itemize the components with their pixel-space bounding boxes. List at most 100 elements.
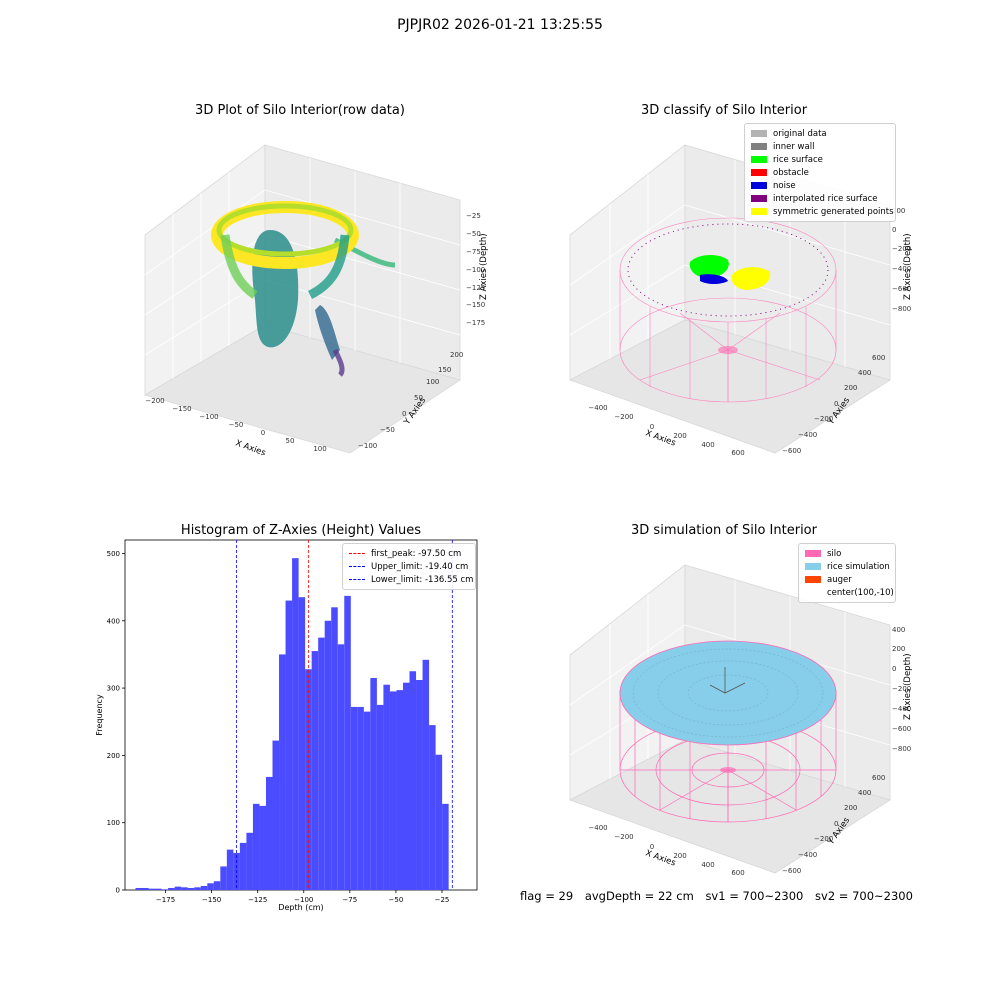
histogram-x-tick-label: −150	[202, 896, 221, 904]
panel-raw-title: 3D Plot of Silo Interior(row data)	[195, 103, 405, 118]
raw-xtick: −100	[199, 413, 218, 421]
legend-item: original data	[751, 127, 889, 140]
raw-xtick: 0	[261, 429, 265, 437]
histogram-bar	[344, 595, 351, 890]
classify-ytick: 400	[858, 369, 871, 377]
classify-rice-surface	[689, 254, 729, 278]
histogram-reference-lines	[236, 540, 453, 890]
histogram-bar	[174, 886, 182, 890]
legend-item: inner wall	[751, 140, 889, 153]
classify-legend: original data inner wall rice surface ob…	[744, 123, 896, 222]
legend-label: first_peak: -97.50 cm	[371, 548, 462, 559]
classify-xtick: 600	[731, 449, 744, 457]
histogram-bar	[376, 704, 384, 890]
sim-ztick: −800	[892, 745, 911, 753]
legend-item: center(100,-10)	[805, 586, 894, 599]
raw-ztick: −100	[466, 266, 485, 274]
sim-ztick: −600	[892, 725, 911, 733]
raw-ztick: −75	[466, 248, 481, 256]
histogram-chart[interactable]: −175 −150 −125 −100 −75 −50 −25 0 100 200 300 400 5…	[90, 535, 490, 920]
status-avg-depth: avgDepth = 22 cm	[584, 889, 694, 903]
histogram-bar	[239, 842, 247, 890]
legend-item: first_peak: -97.50 cm	[349, 547, 469, 560]
histogram-bar	[181, 887, 188, 890]
legend-item: silo	[805, 547, 889, 560]
histogram-y-tick-label: 0	[116, 887, 120, 895]
raw-ytick: 100	[426, 378, 439, 386]
sim-xtick: −400	[588, 824, 607, 832]
histogram-bar	[383, 684, 390, 890]
legend-item: rice simulation	[805, 560, 890, 573]
classify-xtick: 0	[650, 423, 654, 431]
raw-point-cloud	[211, 201, 396, 377]
legend-label: symmetric generated points	[773, 206, 894, 217]
histogram-bar	[207, 883, 214, 890]
legend-line	[349, 566, 365, 567]
histogram-x-tick-label: −175	[156, 896, 175, 904]
raw-ytick: 200	[450, 351, 463, 359]
classify-ztick: 200	[892, 207, 905, 215]
histogram-bar	[168, 887, 175, 890]
histogram-bar	[252, 803, 260, 890]
histogram-bar	[155, 888, 162, 890]
histogram-y-tick-label: 100	[107, 819, 120, 827]
histogram-bar	[350, 706, 358, 890]
raw-xtick: −50	[229, 421, 244, 429]
raw-xlabel: X Axies	[234, 438, 267, 455]
raw-ztick: −50	[466, 230, 481, 238]
raw-data-3d-plot[interactable]: −200 −150 −100 −50 0 50 100 X Axies −100…	[130, 135, 500, 455]
histogram-x-tick-label: −75	[342, 896, 357, 904]
histogram-x-tick-label: −50	[389, 896, 404, 904]
histogram-x-tick-label: −100	[294, 896, 313, 904]
classify-interpolated-surface	[627, 223, 829, 317]
classify-symmetric-points	[731, 267, 771, 290]
figure-title: PJPJR02 2026-01-21 13:25:55	[397, 17, 603, 33]
legend-line	[349, 553, 365, 554]
legend-item: auger	[805, 573, 889, 586]
histogram-bar	[435, 754, 443, 890]
histogram-bar	[220, 866, 227, 890]
classify-ytick: 600	[872, 354, 885, 362]
raw-ytick: −100	[358, 442, 377, 450]
histogram-bar	[324, 620, 332, 890]
sim-ytick: −200	[814, 835, 833, 843]
histogram-legend: first_peak: -97.50 cm Upper_limit: -19.4…	[342, 543, 476, 590]
sim-xtick: 600	[731, 869, 744, 877]
histogram-bar	[331, 607, 338, 890]
histogram-y-tick-label: 300	[107, 685, 120, 693]
panel-classify-title: 3D classify of Silo Interior	[640, 103, 808, 118]
classify-ytick: −200	[814, 415, 833, 423]
histogram-bar	[442, 803, 449, 890]
sim-ztick: −200	[892, 685, 911, 693]
legend-label: interpolated rice surface	[773, 193, 878, 204]
histogram-bar	[357, 706, 364, 890]
histogram-bar	[272, 740, 280, 890]
histogram-x-tick-label: −125	[248, 896, 267, 904]
raw-xtick: −150	[172, 405, 191, 413]
raw-zlabel: Z Axies (Depth)	[479, 233, 489, 300]
legend-item: interpolated rice surface	[751, 192, 889, 205]
legend-item: obstacle	[751, 166, 889, 179]
panel-simulation-title: 3D simulation of Silo Interior	[631, 523, 817, 538]
classify-ztick: −600	[892, 285, 911, 293]
histogram-x-tick-label: −25	[435, 896, 450, 904]
histogram-bar	[305, 669, 312, 890]
sim-ztick: 200	[892, 645, 905, 653]
status-sv2: sv2 = 700~2300	[815, 889, 913, 903]
histogram-bar	[226, 849, 234, 890]
sim-ytick: 600	[872, 774, 885, 782]
legend-item: noise	[751, 179, 889, 192]
histogram-bar	[213, 881, 221, 890]
status-line: flag = 29 avgDepth = 22 cm sv1 = 700~230…	[520, 889, 921, 903]
simulation-3d-plot[interactable]: −400 −200 0 200 400 600 X Axies −600 −40…	[560, 555, 930, 885]
histogram-y-tick-label: 500	[107, 550, 120, 558]
legend-item: Upper_limit: -19.40 cm	[349, 560, 469, 573]
classify-ztick: −400	[892, 265, 911, 273]
sim-ztick: 0	[892, 665, 896, 673]
histogram-bar	[194, 887, 201, 890]
sim-ztick: 400	[892, 626, 905, 634]
histogram-bar	[187, 887, 195, 890]
classify-ztick: 0	[892, 226, 896, 234]
legend-swatch	[751, 169, 767, 176]
raw-ztick: −175	[466, 319, 485, 327]
